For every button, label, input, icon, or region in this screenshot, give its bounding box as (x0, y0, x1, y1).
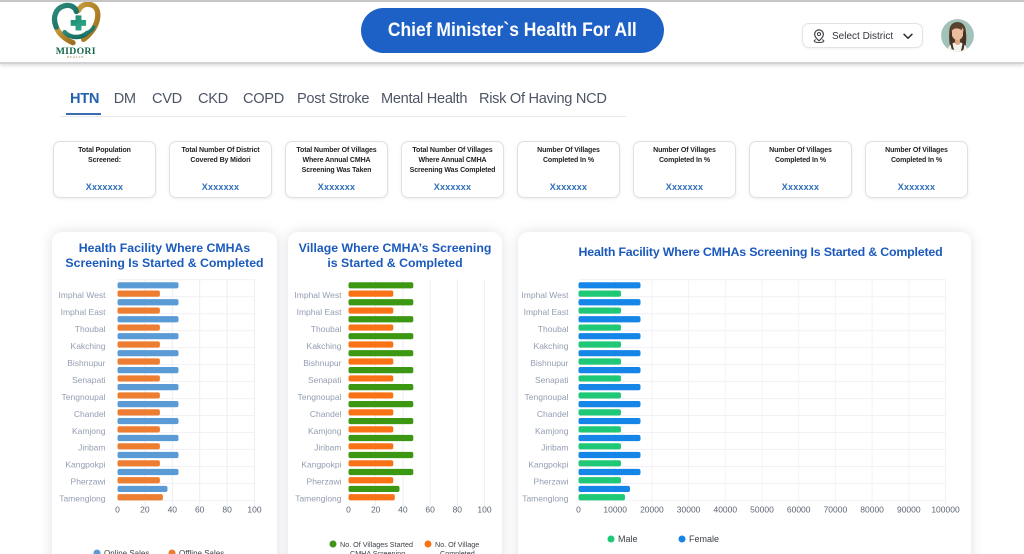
svg-text:Female: Female (689, 534, 719, 544)
svg-text:100: 100 (247, 504, 261, 514)
svg-text:Thoubal: Thoubal (311, 324, 342, 334)
svg-text:Kamjong: Kamjong (72, 426, 106, 436)
svg-text:Kamjong: Kamjong (535, 426, 569, 436)
svg-text:Pherzawi: Pherzawi (307, 477, 342, 487)
svg-text:Pherzawi: Pherzawi (534, 477, 569, 487)
svg-text:Senapati: Senapati (308, 375, 342, 385)
svg-text:Imphal East: Imphal East (524, 307, 570, 317)
svg-text:Imphal West: Imphal West (521, 290, 569, 300)
svg-text:Kangpokpi: Kangpokpi (301, 460, 341, 470)
svg-text:Bishnupur: Bishnupur (303, 358, 341, 368)
svg-text:Jiribam: Jiribam (541, 443, 568, 453)
svg-text:100: 100 (477, 504, 491, 514)
svg-text:40: 40 (168, 504, 178, 514)
svg-text:Kangpokpi: Kangpokpi (65, 460, 105, 470)
svg-text:No. Of Village: No. Of Village (435, 540, 479, 549)
svg-text:CMHA Screening: CMHA Screening (350, 549, 405, 554)
svg-text:Imphal East: Imphal East (297, 307, 343, 317)
svg-text:HEALTH: HEALTH (67, 56, 85, 59)
svg-text:Male: Male (618, 534, 638, 544)
svg-text:Senapati: Senapati (535, 375, 569, 385)
svg-text:Bishnupur: Bishnupur (530, 358, 568, 368)
svg-text:60000: 60000 (787, 504, 811, 514)
svg-text:Jiribam: Jiribam (314, 443, 341, 453)
svg-text:Offline Sales: Offline Sales (179, 549, 224, 554)
svg-text:Thoubal: Thoubal (75, 324, 106, 334)
svg-text:Pherzawi: Pherzawi (71, 477, 106, 487)
svg-text:80000: 80000 (860, 504, 884, 514)
svg-text:10000: 10000 (603, 504, 627, 514)
svg-text:80: 80 (453, 504, 463, 514)
svg-text:Bishnupur: Bishnupur (67, 358, 105, 368)
svg-text:Imphal East: Imphal East (61, 307, 107, 317)
svg-text:Kangpokpi: Kangpokpi (528, 460, 568, 470)
svg-text:Tamenglong: Tamenglong (59, 494, 106, 504)
svg-text:20: 20 (371, 504, 381, 514)
svg-text:Chandel: Chandel (74, 409, 106, 419)
svg-text:Online Sales: Online Sales (104, 549, 149, 554)
svg-text:30000: 30000 (677, 504, 701, 514)
svg-text:Kakching: Kakching (307, 341, 342, 351)
svg-text:0: 0 (346, 504, 351, 514)
svg-text:50000: 50000 (750, 504, 774, 514)
svg-text:Thoubal: Thoubal (538, 324, 569, 334)
svg-text:Imphal West: Imphal West (58, 290, 106, 300)
svg-text:MIDORI: MIDORI (56, 46, 96, 57)
svg-text:Tengnoupal: Tengnoupal (525, 392, 569, 402)
svg-text:Kakching: Kakching (71, 341, 106, 351)
svg-text:Tengnoupal: Tengnoupal (298, 392, 342, 402)
svg-text:90000: 90000 (897, 504, 921, 514)
svg-text:70000: 70000 (824, 504, 848, 514)
svg-text:Tamenglong: Tamenglong (295, 494, 342, 504)
svg-text:0: 0 (115, 504, 120, 514)
svg-text:60: 60 (425, 504, 435, 514)
svg-text:Imphal West: Imphal West (294, 290, 342, 300)
svg-text:100000: 100000 (931, 504, 960, 514)
svg-text:Completed: Completed (440, 549, 475, 554)
svg-text:40: 40 (398, 504, 408, 514)
svg-text:20: 20 (140, 504, 150, 514)
svg-text:0: 0 (576, 504, 581, 514)
svg-text:Chandel: Chandel (537, 409, 569, 419)
svg-text:Senapati: Senapati (72, 375, 106, 385)
svg-text:Tengnoupal: Tengnoupal (62, 392, 106, 402)
svg-text:20000: 20000 (640, 504, 664, 514)
svg-text:Kamjong: Kamjong (308, 426, 342, 436)
svg-text:Chandel: Chandel (310, 409, 342, 419)
svg-text:80: 80 (222, 504, 232, 514)
svg-text:Kakching: Kakching (534, 341, 569, 351)
svg-text:No. Of Villages Started: No. Of Villages Started (340, 540, 413, 549)
svg-text:Tamenglong: Tamenglong (522, 494, 569, 504)
svg-text:Jiribam: Jiribam (78, 443, 105, 453)
svg-text:60: 60 (195, 504, 205, 514)
svg-text:40000: 40000 (713, 504, 737, 514)
